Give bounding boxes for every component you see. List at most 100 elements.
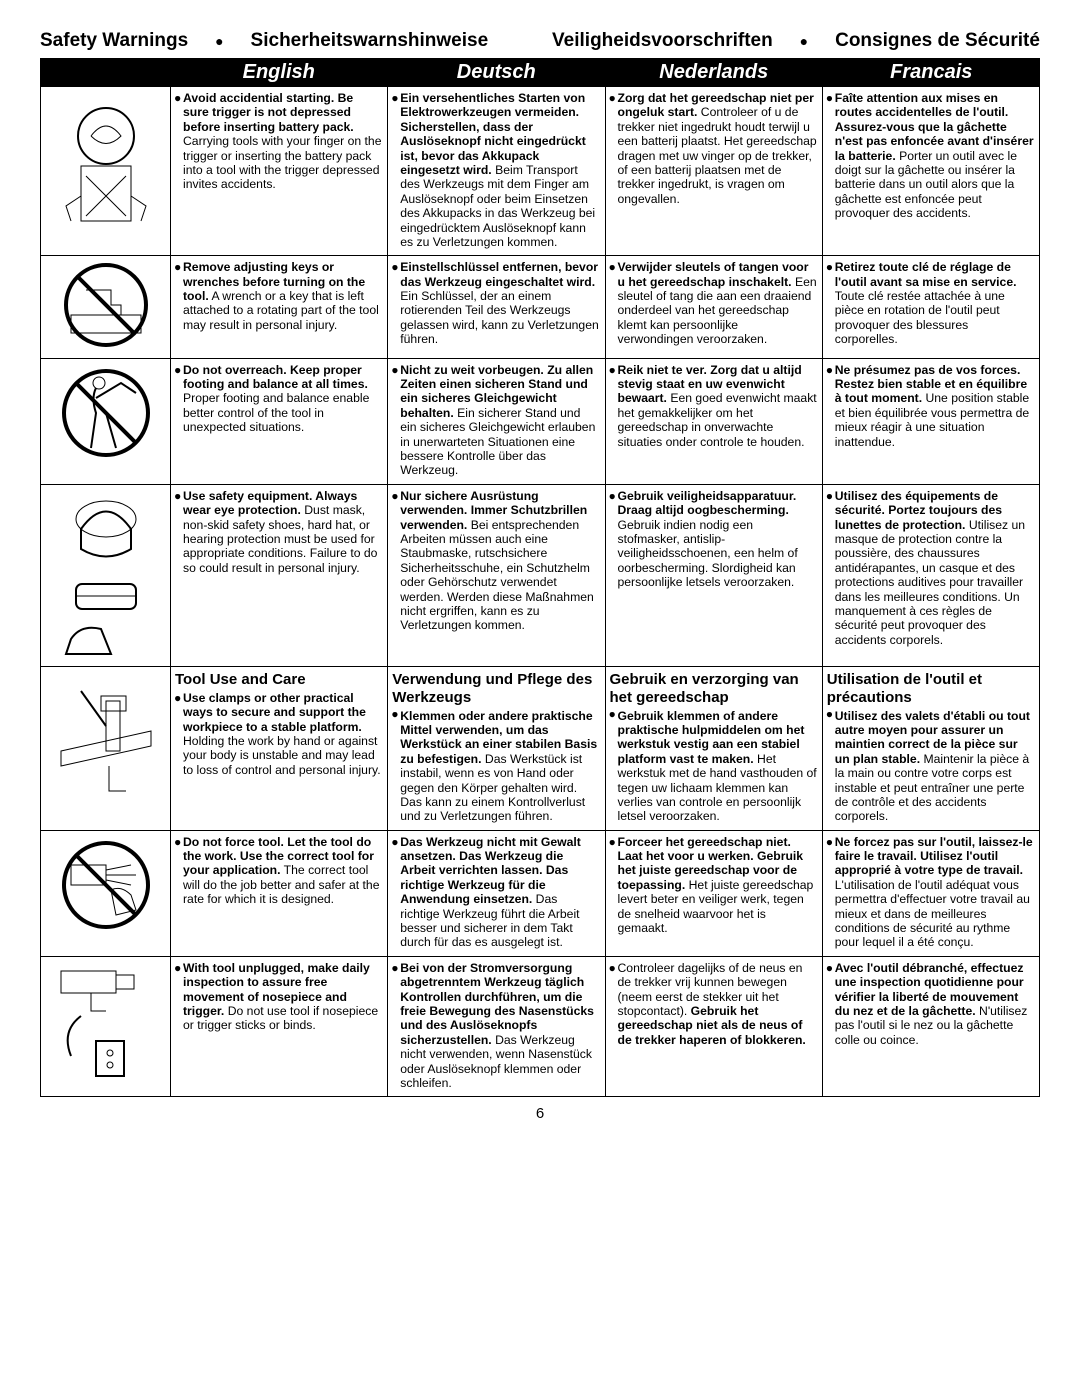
bullet-icon: ●	[609, 489, 616, 503]
title-fr: Consignes de Sécurité	[835, 30, 1040, 52]
warning-text: Bei entsprechenden Arbeiten müssen auch …	[400, 518, 594, 633]
bullet-icon: ●	[174, 260, 181, 274]
text-cell-de: ●Das Werkzeug nicht mit Gewalt ansetzen.…	[388, 830, 605, 956]
warning-text: Toute clé restée attachée à une pièce en…	[835, 289, 1005, 346]
table-row: ●Avoid accidential starting. Be sure tri…	[41, 87, 1040, 256]
col-nederlands: Nederlands	[605, 58, 823, 86]
text-cell-nl: ●Reik niet te ver. Zorg dat u altijd ste…	[605, 358, 822, 484]
text-cell-en: Tool Use and Care●Use clamps or other pr…	[171, 667, 388, 831]
text-cell-nl: ●Forceer het gereedschap niet. Laat het …	[605, 830, 822, 956]
text-cell-nl: ●Controleer dagelijks of de neus en de t…	[605, 956, 822, 1097]
section-heading: Verwendung und Pflege des Werkzeugs	[392, 671, 599, 706]
bullet-icon: ●	[609, 961, 616, 975]
warning-bold: Ne forcez pas sur l'outil, laissez-le fa…	[835, 835, 1033, 878]
bullet-icon: ●	[174, 489, 181, 503]
bullet-icon: ●	[826, 489, 833, 503]
illustration-cell	[41, 667, 171, 831]
illustration-cell	[41, 484, 171, 666]
illustration-cell	[41, 87, 171, 256]
text-cell-fr: ●Avec l'outil débranché, effectuez une i…	[822, 956, 1039, 1097]
warning-text: Proper footing and balance enable better…	[183, 391, 369, 434]
table-row: ●With tool unplugged, make daily inspect…	[41, 956, 1040, 1097]
illustration-unplugged	[51, 961, 161, 1081]
bullet-icon: ●	[609, 707, 616, 721]
title-nl: Veiligheidsvoorschriften	[552, 30, 773, 52]
text-cell-nl: ●Gebruik veiligheidsapparatuur. Draag al…	[605, 484, 822, 666]
text-cell-en: ●Do not force tool. Let the tool do the …	[171, 830, 388, 956]
text-cell-en: ●Remove adjusting keys or wrenches befor…	[171, 256, 388, 358]
warning-text: A wrench or a key that is left attached …	[183, 289, 379, 332]
col-francais: Francais	[823, 58, 1041, 86]
bullet-icon: ●	[391, 260, 398, 274]
warning-text: Gebruik indien nodig een stofmasker, ant…	[618, 518, 798, 590]
title-separator: ●	[215, 33, 223, 49]
text-cell-en: ●With tool unplugged, make daily inspect…	[171, 956, 388, 1097]
table-row: ●Use safety equipment. Always wear eye p…	[41, 484, 1040, 666]
text-cell-fr: Utilisation de l'outil et précautions●Ut…	[822, 667, 1039, 831]
table-row: ●Do not overreach. Keep proper footing a…	[41, 358, 1040, 484]
warnings-table: ●Avoid accidential starting. Be sure tri…	[40, 86, 1040, 1097]
warning-text: L'utilisation de l'outil adéquat vous pe…	[835, 878, 1030, 950]
warning-bold: Retirez toute clé de réglage de l'outil …	[835, 260, 1017, 288]
bullet-icon: ●	[391, 489, 398, 503]
text-cell-fr: ●Ne forcez pas sur l'outil, laissez-le f…	[822, 830, 1039, 956]
bullet-icon: ●	[174, 835, 181, 849]
bullet-icon: ●	[826, 835, 833, 849]
section-heading: Utilisation de l'outil et précautions	[827, 671, 1034, 706]
section-heading: Gebruik en verzorging van het gereedscha…	[610, 671, 817, 706]
table-row: Tool Use and Care●Use clamps or other pr…	[41, 667, 1040, 831]
text-cell-en: ●Avoid accidential starting. Be sure tri…	[171, 87, 388, 256]
bullet-icon: ●	[391, 961, 398, 975]
bullet-icon: ●	[174, 363, 181, 377]
bullet-icon: ●	[174, 691, 181, 705]
text-cell-nl: ●Zorg dat het gereedschap niet per ongel…	[605, 87, 822, 256]
warning-text: Ein Schlüssel, der an einem rotierenden …	[400, 289, 599, 346]
title-en: Safety Warnings	[40, 30, 188, 52]
bullet-icon: ●	[174, 961, 181, 975]
bullet-icon: ●	[609, 260, 616, 274]
text-cell-de: ●Nicht zu weit vorbeugen. Zu allen Zeite…	[388, 358, 605, 484]
text-cell-en: ●Use safety equipment. Always wear eye p…	[171, 484, 388, 666]
text-cell-fr: ●Utilisez des équipements de sécurité. P…	[822, 484, 1039, 666]
text-cell-de: ●Nur sichere Ausrüstung verwenden. Immer…	[388, 484, 605, 666]
text-cell-en: ●Do not overreach. Keep proper footing a…	[171, 358, 388, 484]
warning-text: Carrying tools with your finger on the t…	[183, 134, 381, 191]
bullet-icon: ●	[826, 363, 833, 377]
illustration-cell	[41, 956, 171, 1097]
bullet-icon: ●	[826, 260, 833, 274]
title-de: Sicherheitswarnshinweise	[251, 30, 489, 52]
bullet-icon: ●	[609, 91, 616, 105]
illustration-cell	[41, 830, 171, 956]
warning-bold: Gebruik klemmen of andere praktische hul…	[618, 709, 805, 766]
page-number: 6	[40, 1105, 1040, 1122]
bullet-icon: ●	[174, 91, 181, 105]
title-separator: ●	[800, 33, 808, 49]
page-title-row: Safety Warnings ● Sicherheitswarnshinwei…	[40, 30, 1040, 52]
text-cell-de: ●Einstellschlüssel entfernen, bevor das …	[388, 256, 605, 358]
warning-text: Controleer of u de trekker niet ingedruk…	[618, 105, 817, 205]
warning-text: Utilisez un masque de protection contre …	[835, 518, 1025, 647]
table-row: ●Do not force tool. Let the tool do the …	[41, 830, 1040, 956]
bullet-icon: ●	[391, 835, 398, 849]
illustration-cell	[41, 358, 171, 484]
bullet-icon: ●	[609, 835, 616, 849]
warning-text: Holding the work by hand or against your…	[183, 734, 381, 777]
illustration-trigger	[51, 91, 161, 231]
col-deutsch: Deutsch	[388, 58, 606, 86]
text-cell-fr: ●Faîte attention aux mises en routes acc…	[822, 87, 1039, 256]
text-cell-nl: Gebruik en verzorging van het gereedscha…	[605, 667, 822, 831]
illustration-no-overreach	[51, 363, 161, 463]
bullet-icon: ●	[609, 363, 616, 377]
bullet-icon: ●	[391, 91, 398, 105]
safety-warnings-page: Safety Warnings ● Sicherheitswarnshinwei…	[0, 0, 1080, 1142]
text-cell-fr: ●Ne présumez pas de vos forces. Restez b…	[822, 358, 1039, 484]
illustration-no-wrench	[51, 260, 161, 350]
section-heading: Tool Use and Care	[175, 671, 382, 689]
bullet-icon: ●	[391, 707, 398, 721]
illustration-no-force	[51, 835, 161, 935]
bullet-icon: ●	[826, 91, 833, 105]
warning-bold: Einstellschlüssel entfernen, bevor das W…	[400, 260, 598, 288]
table-row: ●Remove adjusting keys or wrenches befor…	[41, 256, 1040, 358]
illustration-clamp	[51, 671, 161, 801]
col-english: English	[170, 58, 388, 86]
